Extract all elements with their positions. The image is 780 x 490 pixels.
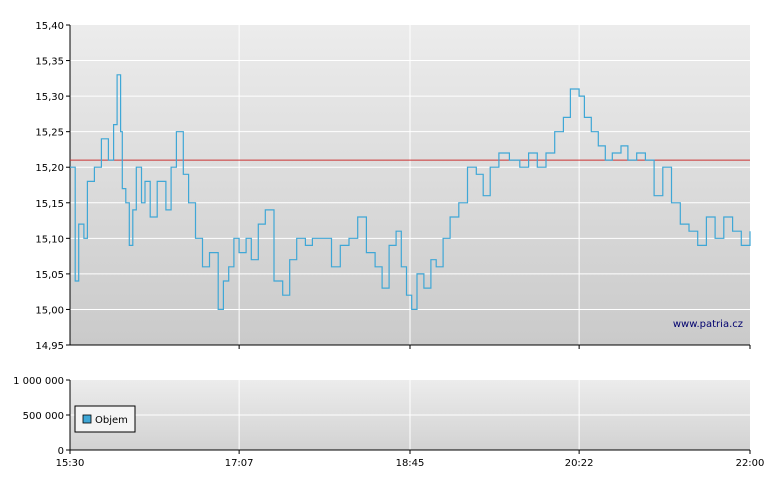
volume-legend: Objem (74, 405, 136, 433)
price-y-tick-label: 15,15 (35, 199, 64, 210)
price-y-tick-label: 15,40 (35, 21, 64, 32)
volume-y-tick-label: 500 000 (23, 411, 64, 422)
price-y-tick-label: 15,05 (35, 270, 64, 281)
price-series-line (70, 74, 751, 310)
price-y-tick-label: 15,35 (35, 57, 64, 68)
volume-grid (70, 380, 750, 450)
price-x-tick-marks (238, 345, 751, 349)
x-tick-label: 17:07 (225, 458, 254, 469)
x-tick-label: 15:30 (56, 458, 85, 469)
price-y-tick-label: 14,95 (35, 341, 64, 352)
price-y-tick-label: 15,20 (35, 163, 64, 174)
watermark: www.patria.cz (673, 319, 743, 330)
legend-label: Objem (95, 415, 128, 426)
price-panel: 15,40 15,35 15,30 15,25 15,20 15,15 15,10 15,05… (35, 21, 751, 352)
x-tick-label: 20:22 (565, 458, 594, 469)
price-y-tick-label: 15,00 (35, 305, 64, 316)
volume-x-axis: 15:30 17:07 18:45 20:22 22:00 (56, 450, 765, 469)
volume-y-tick-label: 1 000 000 (13, 376, 64, 387)
price-y-tick-label: 15,30 (35, 92, 64, 103)
volume-y-tick-label: 0 (58, 446, 64, 457)
x-tick-label: 18:45 (396, 458, 425, 469)
volume-panel: 1 000 000 500 000 0 15:30 17:07 18:45 20:22 22… (13, 376, 764, 469)
price-y-axis: 15,40 15,35 15,30 15,25 15,20 15,15 15,10 15,05… (35, 21, 70, 352)
price-y-tick-label: 15,25 (35, 128, 64, 139)
price-y-tick-label: 15,10 (35, 234, 64, 245)
volume-y-axis: 1 000 000 500 000 0 (13, 376, 70, 457)
x-tick-label: 22:00 (736, 458, 765, 469)
legend-swatch (82, 414, 92, 424)
